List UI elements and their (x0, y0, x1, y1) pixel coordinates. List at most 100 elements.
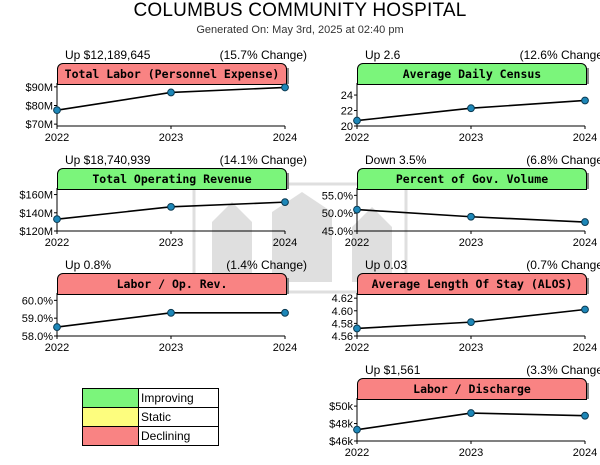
change-percent: (12.6% Change) (519, 48, 600, 62)
change-percent: (14.1% Change) (219, 153, 307, 167)
data-point (581, 305, 589, 314)
generated-timestamp: Generated On: May 3rd, 2025 at 02:40 pm (196, 24, 404, 36)
y-tick-label: 24 (341, 90, 353, 102)
x-tick-label: 2022 (345, 342, 369, 354)
y-tick-label: 60.0% (22, 295, 53, 307)
change-value: Up 0.8% (65, 258, 112, 272)
banner-shadow (586, 278, 589, 294)
chart-title: Average Length Of Stay (ALOS) (357, 273, 587, 295)
y-tick-label: $120M (19, 226, 53, 238)
banner-shadow (586, 383, 589, 399)
legend-label: Static (141, 410, 172, 424)
data-point (581, 411, 589, 420)
chart-title: Labor / Op. Rev. (57, 273, 287, 295)
change-percent: (15.7% Change) (219, 48, 307, 62)
x-tick-label: 2023 (459, 447, 483, 459)
x-tick-label: 2022 (345, 447, 369, 459)
banner-shadow (286, 278, 289, 294)
chart-title: Labor / Discharge (357, 378, 587, 400)
y-tick-label: $160M (19, 190, 53, 202)
y-tick-label: 22 (341, 106, 353, 118)
data-point (167, 308, 175, 317)
data-point (281, 308, 289, 317)
x-tick-label: 2023 (459, 132, 483, 144)
x-tick-label: 2022 (45, 132, 69, 144)
data-point (467, 409, 475, 417)
y-tick-label: $48k (329, 419, 353, 431)
change-value: Up 2.6 (365, 48, 401, 62)
data-point (581, 218, 589, 226)
y-tick-label: 50.0% (322, 208, 353, 220)
line-chart: 55.0% 50.0% 45.0%2022 2023 2024 (322, 188, 597, 249)
y-tick-label: 4.58 (332, 318, 353, 330)
chart-panel: Up 2.6 (12.6% Change) Average Daily Census… (341, 48, 600, 148)
x-tick-label: 2024 (273, 237, 297, 249)
change-value: Up 0.03 (365, 258, 408, 272)
chart-panel: Up 0.8% (1.4% Change) Labor / Op. Rev. 60.0… (22, 258, 307, 358)
banner-shadow (286, 173, 289, 189)
data-point (53, 106, 61, 115)
y-tick-label: 4.56 (332, 331, 353, 343)
x-tick-label: 2024 (273, 132, 297, 144)
x-tick-label: 2024 (573, 342, 597, 354)
chart-title: Percent of Gov. Volume (357, 168, 587, 190)
change-percent: (6.8% Change) (526, 153, 600, 167)
legend: Improving Static Declining (82, 388, 219, 446)
x-tick-label: 2024 (573, 237, 597, 249)
data-point (467, 318, 475, 327)
y-tick-label: $140M (19, 208, 53, 220)
y-tick-label: 4.60 (332, 306, 353, 318)
chart-title: Total Labor (Personnel Expense) (57, 63, 287, 85)
y-tick-label: $70M (25, 119, 53, 131)
chart-title: Average Daily Census (357, 63, 587, 85)
chart-panel: Up $1,561 (3.3% Change) Labor / Discharge $… (329, 363, 600, 463)
banner-shadow (586, 173, 589, 189)
x-tick-label: 2022 (45, 342, 69, 354)
legend-label: Improving (141, 391, 194, 405)
banner-shadow (586, 68, 589, 84)
change-value: Up $12,189,645 (65, 48, 151, 62)
y-tick-label: 45.0% (322, 226, 353, 238)
x-tick-label: 2024 (573, 447, 597, 459)
legend-item-improving: Improving (83, 389, 218, 407)
y-tick-label: 58.0% (22, 331, 53, 343)
x-tick-label: 2023 (159, 132, 183, 144)
y-tick-label: 55.0% (322, 190, 353, 202)
x-tick-label: 2024 (573, 132, 597, 144)
chart-panel: Up $18,740,939 (14.1% Change) Total Operat… (19, 153, 307, 253)
chart-panel: Down 3.5% (6.8% Change) Percent of Gov. Vo… (322, 153, 600, 253)
chart-title: Total Operating Revenue (57, 168, 287, 190)
y-tick-label: 59.0% (22, 313, 53, 325)
y-tick-label: 4.62 (332, 293, 353, 305)
data-point (353, 425, 361, 434)
page-title: COLUMBUS COMMUNITY HOSPITAL (133, 0, 467, 21)
data-point (167, 202, 175, 211)
x-tick-label: 2023 (459, 342, 483, 354)
change-value: Up $18,740,939 (65, 153, 151, 167)
legend-swatch-static (83, 408, 139, 426)
change-percent: (0.7% Change) (526, 258, 600, 272)
x-tick-label: 2024 (273, 342, 297, 354)
legend-swatch-declining (83, 427, 139, 445)
legend-swatch-improving (83, 389, 139, 407)
x-tick-label: 2022 (345, 237, 369, 249)
legend-label: Declining (141, 429, 191, 443)
x-tick-label: 2023 (159, 237, 183, 249)
chart-panel: Up 0.03 (0.7% Change) Average Length Of St… (332, 258, 600, 358)
data-point (581, 96, 589, 105)
y-tick-label: $90M (25, 82, 53, 94)
x-tick-label: 2022 (45, 237, 69, 249)
change-percent: (1.4% Change) (226, 258, 307, 272)
chart-panel: Up $12,189,645 (15.7% Change) Total Labor … (25, 48, 307, 148)
data-point (53, 323, 61, 331)
y-tick-label: 20 (341, 121, 353, 133)
x-tick-label: 2023 (159, 342, 183, 354)
y-tick-label: $46k (329, 436, 353, 448)
data-point (353, 205, 361, 214)
data-point (467, 104, 475, 113)
watermark-logo (192, 182, 408, 294)
